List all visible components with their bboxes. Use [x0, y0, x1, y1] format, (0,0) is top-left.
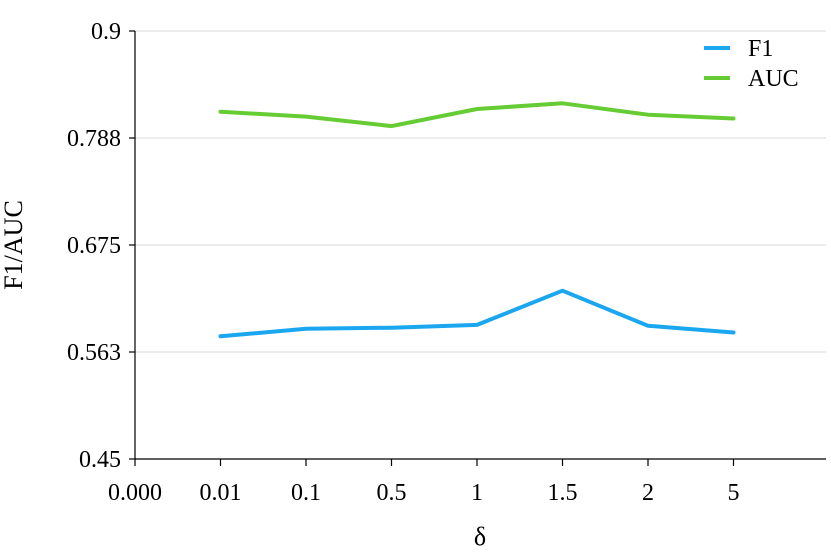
x-axis-title: δ [474, 522, 486, 551]
legend-label-auc: AUC [748, 66, 799, 92]
x-tick-label: 0.000 [108, 480, 162, 506]
data-series [218, 101, 736, 339]
x-tick-label: 0.5 [377, 480, 407, 506]
y-tick-label: 0.563 [67, 340, 121, 366]
series-line-f1 [218, 288, 736, 339]
y-axis-title: F1/AUC [0, 200, 28, 290]
gridlines [135, 30, 826, 353]
x-tick-label: 1 [471, 480, 483, 506]
x-tick-label: 2 [642, 480, 654, 506]
y-tick-label: 0.675 [67, 233, 121, 259]
x-tick-label: 1.5 [548, 480, 578, 506]
x-tick-label: 0.01 [200, 480, 242, 506]
series-line-auc [218, 101, 736, 129]
axes [129, 30, 826, 466]
y-tick-labels: 0.45 0.563 0.675 0.788 0.9 [67, 19, 121, 473]
y-tick-label: 0.45 [79, 447, 121, 473]
legend: F1 AUC [704, 36, 799, 92]
y-tick-label: 0.9 [91, 19, 121, 45]
legend-label-f1: F1 [748, 36, 773, 62]
x-tick-label: 5 [728, 480, 740, 506]
x-tick-label: 0.1 [291, 480, 321, 506]
x-tick-labels: 0.000 0.01 0.1 0.5 1 1.5 2 5 [108, 480, 740, 506]
y-tick-label: 0.788 [67, 126, 121, 152]
